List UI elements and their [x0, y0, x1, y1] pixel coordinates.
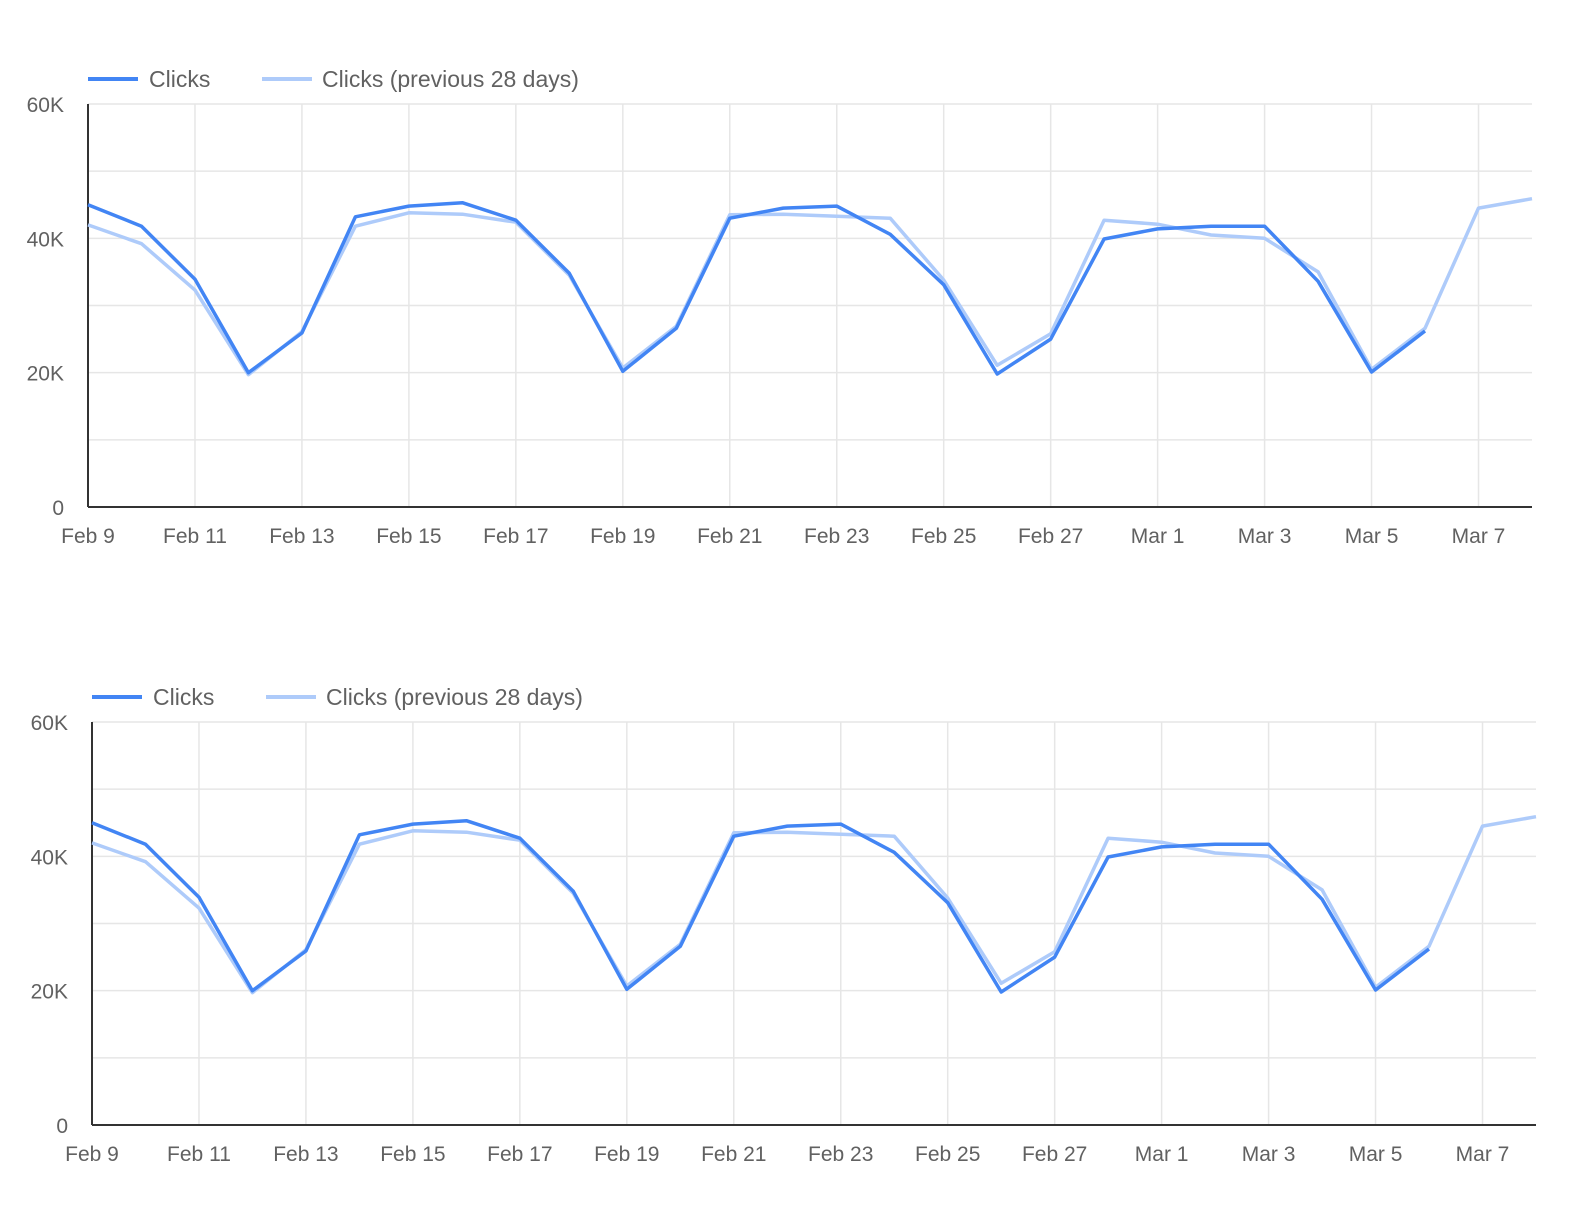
- x-tick-label: Feb 25: [911, 525, 976, 548]
- legend-label-clicks: Clicks: [149, 66, 210, 92]
- x-tick-label: Feb 21: [701, 1143, 766, 1166]
- series-line-clicks: [92, 821, 1429, 992]
- x-tick-label: Feb 13: [273, 1143, 338, 1166]
- legend-label-clicks: Clicks: [153, 684, 214, 710]
- x-tick-label: Feb 23: [804, 525, 869, 548]
- x-tick-label: Feb 11: [167, 1143, 231, 1166]
- legend: Clicks Clicks (previous 28 days): [88, 66, 579, 92]
- series-line-clicks: [88, 203, 1425, 374]
- y-tick-label: 60K: [31, 712, 68, 735]
- x-tick-label: Mar 7: [1456, 1143, 1510, 1166]
- x-tick-label: Mar 5: [1349, 1143, 1403, 1166]
- x-tick-label: Feb 9: [65, 1143, 119, 1166]
- y-tick-label: 40K: [27, 228, 64, 251]
- x-tick-label: Feb 13: [269, 525, 334, 548]
- x-tick-label: Mar 1: [1131, 525, 1185, 548]
- legend: Clicks Clicks (previous 28 days): [92, 684, 583, 710]
- x-tick-label: Feb 21: [697, 525, 762, 548]
- x-tick-label: Feb 15: [376, 525, 441, 548]
- line-chart-1: Feb 9 Feb 11 Feb 13 Feb 15 Feb 17 Feb 19 Feb 2…: [27, 66, 1532, 548]
- x-tick-label: Feb 27: [1022, 1143, 1087, 1166]
- y-tick-label: 0: [52, 497, 64, 520]
- line-chart-2: Feb 9 Feb 11 Feb 13 Feb 15 Feb 17 Feb 19 Feb 2…: [31, 684, 1536, 1166]
- legend-label-previous: Clicks (previous 28 days): [326, 684, 583, 710]
- series-line-clicks-previous-28-days: [92, 817, 1536, 993]
- x-tick-label: Feb 25: [915, 1143, 980, 1166]
- x-tick-label: Mar 1: [1135, 1143, 1189, 1166]
- x-tick-label: Feb 9: [61, 525, 115, 548]
- y-tick-label: 60K: [27, 94, 64, 117]
- x-tick-label: Feb 17: [487, 1143, 552, 1166]
- y-tick-label: 40K: [31, 846, 68, 869]
- legend-label-previous: Clicks (previous 28 days): [322, 66, 579, 92]
- x-tick-label: Feb 15: [380, 1143, 445, 1166]
- x-tick-label: Mar 3: [1242, 1143, 1296, 1166]
- x-tick-label: Feb 17: [483, 525, 548, 548]
- y-tick-label: 20K: [27, 363, 64, 386]
- y-tick-label: 0: [56, 1115, 68, 1138]
- y-tick-label: 20K: [31, 981, 68, 1004]
- series-line-clicks-previous-28-days: [88, 199, 1532, 375]
- x-tick-label: Feb 23: [808, 1143, 873, 1166]
- x-tick-label: Feb 11: [163, 525, 227, 548]
- x-tick-label: Mar 5: [1345, 525, 1399, 548]
- x-tick-label: Feb 19: [594, 1143, 659, 1166]
- x-tick-label: Mar 3: [1238, 525, 1292, 548]
- x-tick-label: Feb 27: [1018, 525, 1083, 548]
- x-tick-label: Mar 7: [1452, 525, 1506, 548]
- x-tick-label: Feb 19: [590, 525, 655, 548]
